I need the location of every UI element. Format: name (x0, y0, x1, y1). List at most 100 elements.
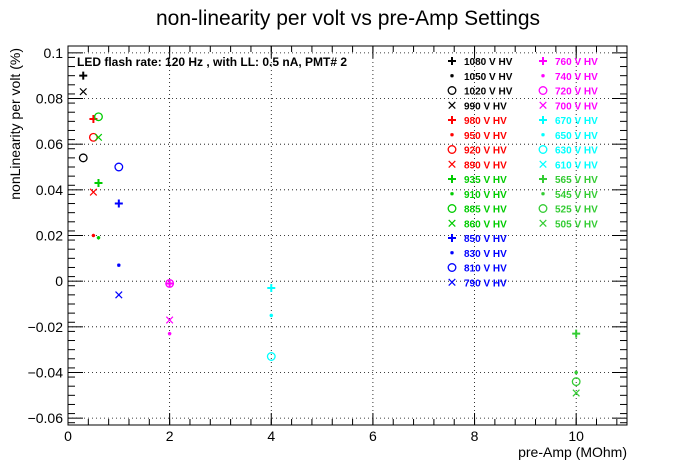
legend-marker (541, 73, 545, 78)
data-point (88, 132, 98, 142)
annotation-text: LED flash rate: 120 Hz , with LL: 0.5 nA… (77, 55, 347, 69)
legend-marker (448, 160, 456, 168)
data-point (91, 233, 96, 238)
y-tick-label: 0.06 (36, 136, 63, 152)
plot-frame (67, 45, 628, 426)
legend-marker (539, 101, 547, 109)
legend-marker (450, 132, 454, 137)
legend-entry: 670 V HV (555, 116, 598, 127)
legend-entry: 910 V HV (464, 190, 507, 201)
legend-marker (448, 101, 456, 109)
legend-marker (448, 116, 456, 124)
legend-marker (541, 191, 545, 196)
legend-entry: 565 V HV (555, 175, 598, 186)
x-tick-label: 10 (568, 428, 584, 444)
legend-entry: 950 V HV (464, 131, 507, 142)
data-point (165, 278, 175, 288)
data-point (165, 316, 174, 324)
data-point (114, 199, 123, 208)
legend-entry: 720 V HV (555, 87, 598, 98)
legend-marker (447, 263, 457, 272)
data-point (114, 162, 124, 172)
data-point (571, 377, 581, 387)
data-point (89, 188, 98, 196)
legend-marker (447, 145, 457, 154)
legend-entry: 760 V HV (555, 57, 598, 68)
legend-entry: 650 V HV (555, 131, 598, 142)
legend-marker (448, 219, 456, 227)
legend-entry: 1080 V HV (464, 57, 513, 68)
legend-marker (539, 160, 547, 168)
data-point (89, 115, 98, 124)
legend-entry: 790 V HV (464, 278, 507, 289)
axis-ticks (67, 46, 627, 425)
legend-marker (450, 250, 454, 255)
legend-entry: 890 V HV (464, 160, 507, 171)
legend-entry: 1020 V HV (464, 87, 513, 98)
legend-entry: 935 V HV (464, 175, 507, 186)
x-axis-title: pre-Amp (MOhm) (518, 444, 627, 460)
tick-labels: 0 2 4 6 8 10 −0.06 −0.04 −0.02 0 0.02 0.04 0.06 0.08 0… (28, 45, 585, 444)
plot-area-border (67, 45, 628, 426)
legend-marker (539, 57, 547, 65)
data-point (574, 370, 578, 375)
legend-marker (447, 86, 457, 95)
x-tick-label: 8 (471, 428, 479, 444)
y-tick-label: 0.08 (36, 91, 63, 107)
y-tick-label: −0.04 (28, 364, 64, 380)
data-point (96, 235, 101, 240)
legend-entry: 700 V HV (555, 101, 598, 112)
data-point (79, 71, 88, 80)
data-point (94, 178, 103, 187)
legend-marker (448, 278, 456, 286)
legend-entry: 505 V HV (555, 219, 598, 230)
legend-entry: 990 V HV (464, 101, 507, 112)
data-point (94, 133, 103, 142)
legend-marker (539, 219, 547, 227)
data-point (167, 331, 172, 336)
y-tick-label: −0.06 (28, 410, 64, 426)
x-tick-label: 2 (166, 428, 174, 444)
legend-marker (538, 204, 548, 213)
legend-entry: 630 V HV (555, 146, 598, 157)
legend-entry: 1050 V HV (464, 72, 513, 83)
data-point (572, 389, 580, 397)
legend-entry: 850 V HV (464, 234, 507, 245)
data-point (267, 284, 276, 293)
legend-marker (448, 175, 456, 183)
chart-title: non-linearity per volt vs pre-Amp Settin… (156, 7, 540, 30)
x-tick-label: 0 (64, 428, 72, 444)
data-point (78, 153, 88, 163)
legend: 1080 V HV 1050 V HV 1020 V HV 990 V HV 980 V… (447, 57, 598, 289)
data-point (117, 263, 121, 267)
legend-marker (450, 191, 454, 196)
data-point (165, 279, 174, 288)
legend-marker (448, 57, 456, 65)
legend-entry: 810 V HV (464, 264, 507, 275)
y-tick-label: 0.02 (36, 228, 63, 244)
legend-entry: 740 V HV (555, 72, 598, 83)
y-tick-label: 0 (55, 273, 63, 289)
grid-lines (67, 46, 627, 425)
legend-entry: 860 V HV (464, 219, 507, 230)
data-point (94, 112, 103, 122)
legend-entry: 545 V HV (555, 190, 598, 201)
y-tick-label: −0.02 (28, 319, 64, 335)
legend-entry: 920 V HV (464, 146, 507, 157)
legend-entry: 830 V HV (464, 249, 507, 260)
legend-marker (541, 132, 545, 137)
legend-marker (538, 86, 548, 95)
legend-marker (450, 73, 454, 78)
data-points (78, 71, 581, 397)
legend-marker (538, 145, 548, 154)
data-point (269, 313, 274, 318)
legend-marker (447, 204, 457, 213)
y-tick-label: 0.04 (36, 182, 63, 198)
x-tick-label: 4 (267, 428, 275, 444)
legend-marker (539, 175, 547, 183)
legend-marker (539, 116, 547, 124)
legend-marker (448, 234, 456, 242)
data-point (115, 291, 123, 299)
y-tick-label: 0.1 (44, 45, 64, 61)
